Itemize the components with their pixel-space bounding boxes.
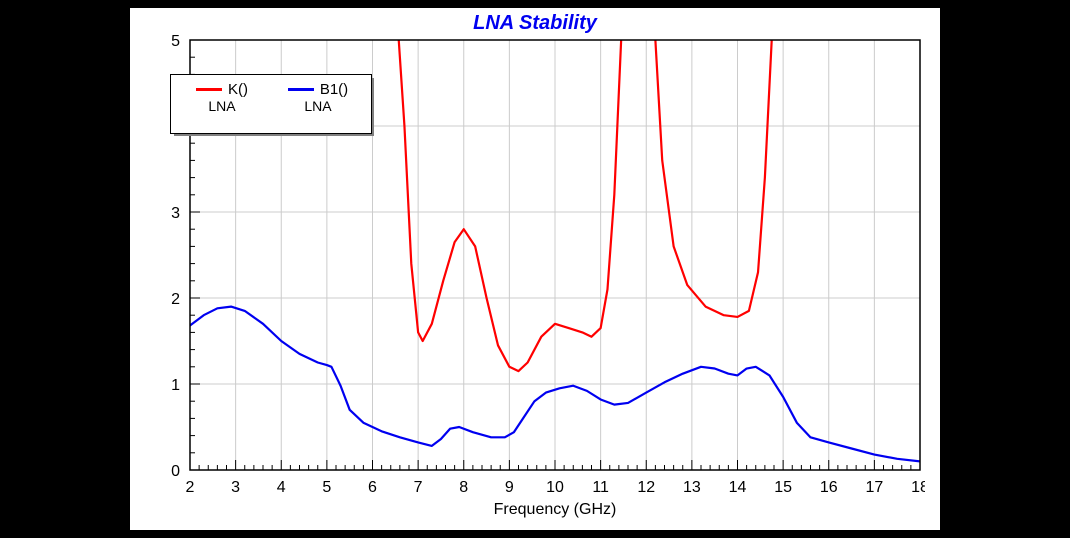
svg-text:12: 12 — [637, 479, 655, 496]
svg-text:3: 3 — [231, 479, 240, 496]
svg-text:15: 15 — [774, 479, 792, 496]
svg-text:10: 10 — [546, 479, 564, 496]
legend-label: K() — [228, 81, 248, 98]
svg-text:16: 16 — [820, 479, 838, 496]
svg-text:2: 2 — [171, 291, 180, 308]
svg-text:5: 5 — [322, 479, 331, 496]
svg-text:11: 11 — [592, 479, 609, 496]
svg-text:9: 9 — [505, 479, 514, 496]
chart-title: LNA Stability — [130, 12, 940, 35]
chart-panel: LNA Stability 23456789101112131415161718… — [130, 8, 940, 530]
legend-sublabel: LNA — [304, 98, 331, 114]
legend-item: B1()LNA — [279, 81, 357, 114]
legend-swatch — [288, 88, 314, 91]
svg-text:6: 6 — [368, 479, 377, 496]
svg-text:4: 4 — [277, 479, 286, 496]
svg-text:7: 7 — [414, 479, 423, 496]
svg-text:3: 3 — [171, 205, 180, 222]
legend-swatch — [196, 88, 222, 91]
svg-text:18: 18 — [911, 479, 925, 496]
legend: K()LNAB1()LNA — [170, 74, 372, 134]
svg-text:Frequency (GHz): Frequency (GHz) — [494, 501, 617, 518]
svg-text:5: 5 — [171, 35, 180, 50]
svg-text:0: 0 — [171, 463, 180, 480]
svg-text:13: 13 — [683, 479, 701, 496]
legend-item: K()LNA — [183, 81, 261, 114]
svg-text:14: 14 — [729, 479, 747, 496]
svg-text:8: 8 — [459, 479, 468, 496]
svg-text:2: 2 — [186, 479, 195, 496]
svg-text:1: 1 — [171, 377, 180, 394]
legend-label: B1() — [320, 81, 348, 98]
legend-sublabel: LNA — [208, 98, 235, 114]
svg-text:17: 17 — [865, 479, 883, 496]
